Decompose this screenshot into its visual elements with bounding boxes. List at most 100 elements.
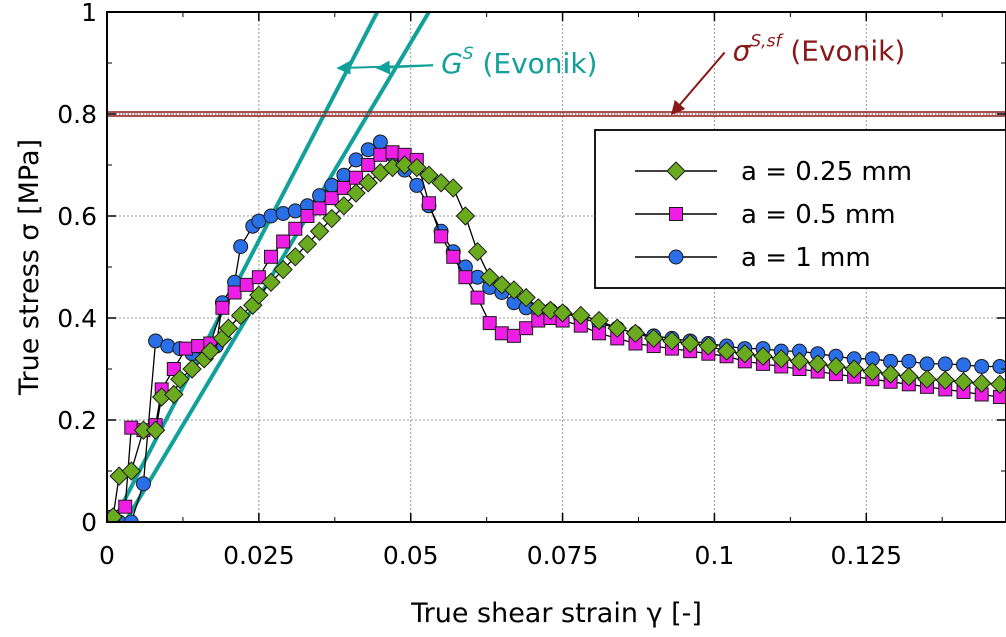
gs-suffix: (Evonik): [474, 47, 598, 80]
data-point: [249, 285, 269, 305]
legend-box: [594, 129, 1006, 289]
data-point: [385, 145, 400, 160]
data-point: [218, 318, 239, 338]
data-point: [227, 285, 242, 300]
axis-ticks: 0 0.025 0.05 0.075 0.1 0.125 0 0.2 0.4 0.6 0.8 1: [57, 0, 1006, 570]
data-point: [239, 277, 254, 292]
data-point: [276, 234, 291, 249]
data-point: [264, 249, 279, 264]
data-point: [336, 180, 351, 195]
data-point: [735, 343, 755, 364]
data-point: [200, 341, 220, 361]
data-point: [552, 303, 573, 323]
data-point: [334, 196, 354, 216]
data-point: [251, 270, 266, 285]
data-point: [360, 142, 376, 158]
data-point: [118, 499, 133, 514]
data-point: [935, 370, 955, 390]
x-tick-label: 0.1: [695, 541, 735, 570]
data-point: [974, 358, 990, 374]
data-point: [434, 229, 449, 244]
sigma-symbol: σ: [733, 34, 752, 67]
gs-annotation-text: GS (Evonik): [441, 44, 597, 80]
data-point: [358, 173, 378, 193]
data-point: [917, 369, 937, 389]
data-point: [470, 290, 485, 305]
data-point: [479, 267, 500, 287]
sigma-annotation-text: σS,sf (Evonik): [733, 31, 906, 67]
data-point: [919, 356, 935, 372]
sigma-superscript: S,sf: [750, 31, 784, 51]
data-point: [899, 366, 919, 387]
data-point: [504, 280, 524, 300]
data-point: [170, 369, 190, 389]
x-tick-label: 0.125: [831, 541, 903, 570]
data-point: [135, 476, 151, 492]
data-point: [992, 358, 1006, 374]
data-point: [275, 205, 291, 221]
data-point: [324, 177, 340, 193]
data-point: [467, 241, 488, 262]
data-point: [160, 338, 176, 354]
data-point: [121, 461, 142, 481]
data-point: [716, 341, 737, 361]
data-point: [607, 318, 627, 338]
data-point: [844, 359, 864, 379]
data-point: [324, 191, 339, 206]
data-point: [273, 259, 293, 280]
data-point: [482, 316, 497, 331]
data-point: [233, 239, 249, 255]
data-point: [937, 356, 953, 372]
y-tick-label: 1: [81, 0, 97, 27]
data-point: [753, 346, 773, 366]
x-axis-label: True shear strain γ [-]: [410, 598, 702, 629]
series-layer: [107, 134, 1006, 522]
y-tick-label: 0.2: [57, 406, 97, 435]
gs-arrow: [375, 60, 434, 75]
data-point: [288, 221, 303, 236]
series-diamond: [107, 155, 1006, 522]
data-point: [516, 287, 536, 308]
data-point: [680, 333, 700, 354]
x-tick-label: 0.05: [383, 541, 439, 570]
data-point: [407, 157, 427, 178]
series-square: [107, 145, 1006, 522]
legend-marker: [668, 249, 684, 265]
data-point: [698, 336, 719, 356]
x-tick-label: 0.075: [527, 541, 599, 570]
data-point: [312, 188, 328, 204]
y-tick-label: 0.8: [57, 100, 97, 129]
legend: a = 0.25 mm a = 0.5 mm a = 1 mm: [594, 129, 1006, 289]
y-tick-label: 0: [81, 508, 97, 537]
data-point: [571, 305, 591, 326]
data-point: [458, 270, 473, 285]
data-point: [431, 173, 451, 193]
annotations: GS (Evonik) σS,sf (Evonik): [336, 31, 906, 116]
data-point: [443, 178, 463, 198]
data-point: [230, 305, 251, 326]
data-point: [164, 384, 184, 405]
data-point: [178, 341, 193, 356]
data-point: [589, 310, 609, 331]
data-point: [309, 221, 330, 242]
legend-marker: [666, 161, 686, 181]
data-point: [419, 165, 439, 185]
gs-symbol: G: [441, 47, 463, 80]
data-point: [336, 167, 352, 183]
data-point: [263, 208, 279, 224]
data-point: [789, 351, 810, 372]
legend-marker: [669, 207, 683, 221]
data-point: [297, 234, 318, 254]
data-point: [261, 272, 281, 293]
data-point: [625, 323, 646, 344]
data-point: [901, 353, 917, 369]
data-point: [971, 373, 992, 393]
x-tick-label: 0.025: [223, 541, 295, 570]
data-point: [300, 209, 315, 223]
data-point: [346, 183, 366, 203]
y-axis-label: True stress σ [MPa]: [14, 139, 45, 396]
data-point: [394, 155, 415, 175]
data-point: [955, 357, 971, 373]
data-point: [123, 514, 139, 522]
legend-label: a = 1 mm: [741, 243, 871, 273]
